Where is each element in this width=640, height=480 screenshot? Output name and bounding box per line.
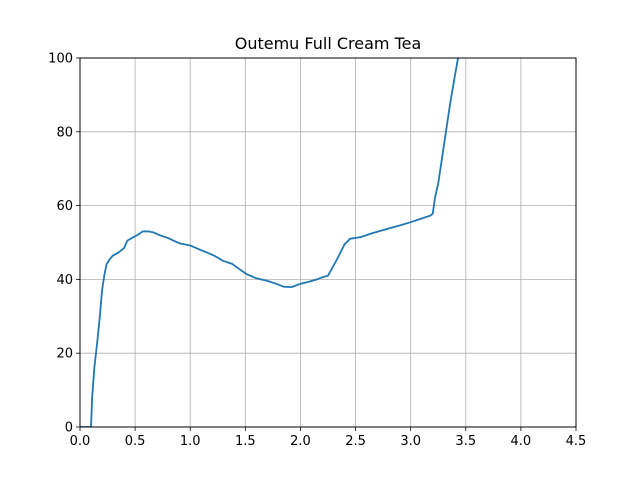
x-tick-label: 4.0 <box>511 434 532 449</box>
chart-title: Outemu Full Cream Tea <box>235 34 422 53</box>
grid <box>79 57 577 428</box>
x-tick-label: 0.5 <box>125 434 146 449</box>
series-layer <box>80 58 459 427</box>
y-tick-label: 20 <box>56 347 73 362</box>
x-axis: 0.0 0.5 1.0 1.5 2.0 2.5 3.0 3.5 4.0 4.5 <box>70 427 587 449</box>
series-line-0 <box>80 58 459 427</box>
y-axis: 0 20 40 60 80 100 <box>48 52 80 436</box>
x-tick-label: 2.5 <box>345 434 366 449</box>
x-tick-label: 3.0 <box>400 434 421 449</box>
y-tick-label: 40 <box>56 273 73 288</box>
y-tick-label: 0 <box>65 421 73 436</box>
x-tick-label: 1.0 <box>180 434 201 449</box>
x-tick-label: 2.0 <box>290 434 311 449</box>
x-tick-label: 0.0 <box>70 434 91 449</box>
x-tick-label: 4.5 <box>566 434 587 449</box>
plot-frame <box>79 57 577 428</box>
x-tick-label: 1.5 <box>235 434 256 449</box>
y-tick-label: 80 <box>56 125 73 140</box>
y-tick-label: 60 <box>56 199 73 214</box>
y-tick-label: 100 <box>48 52 73 67</box>
x-tick-label: 3.5 <box>455 434 476 449</box>
